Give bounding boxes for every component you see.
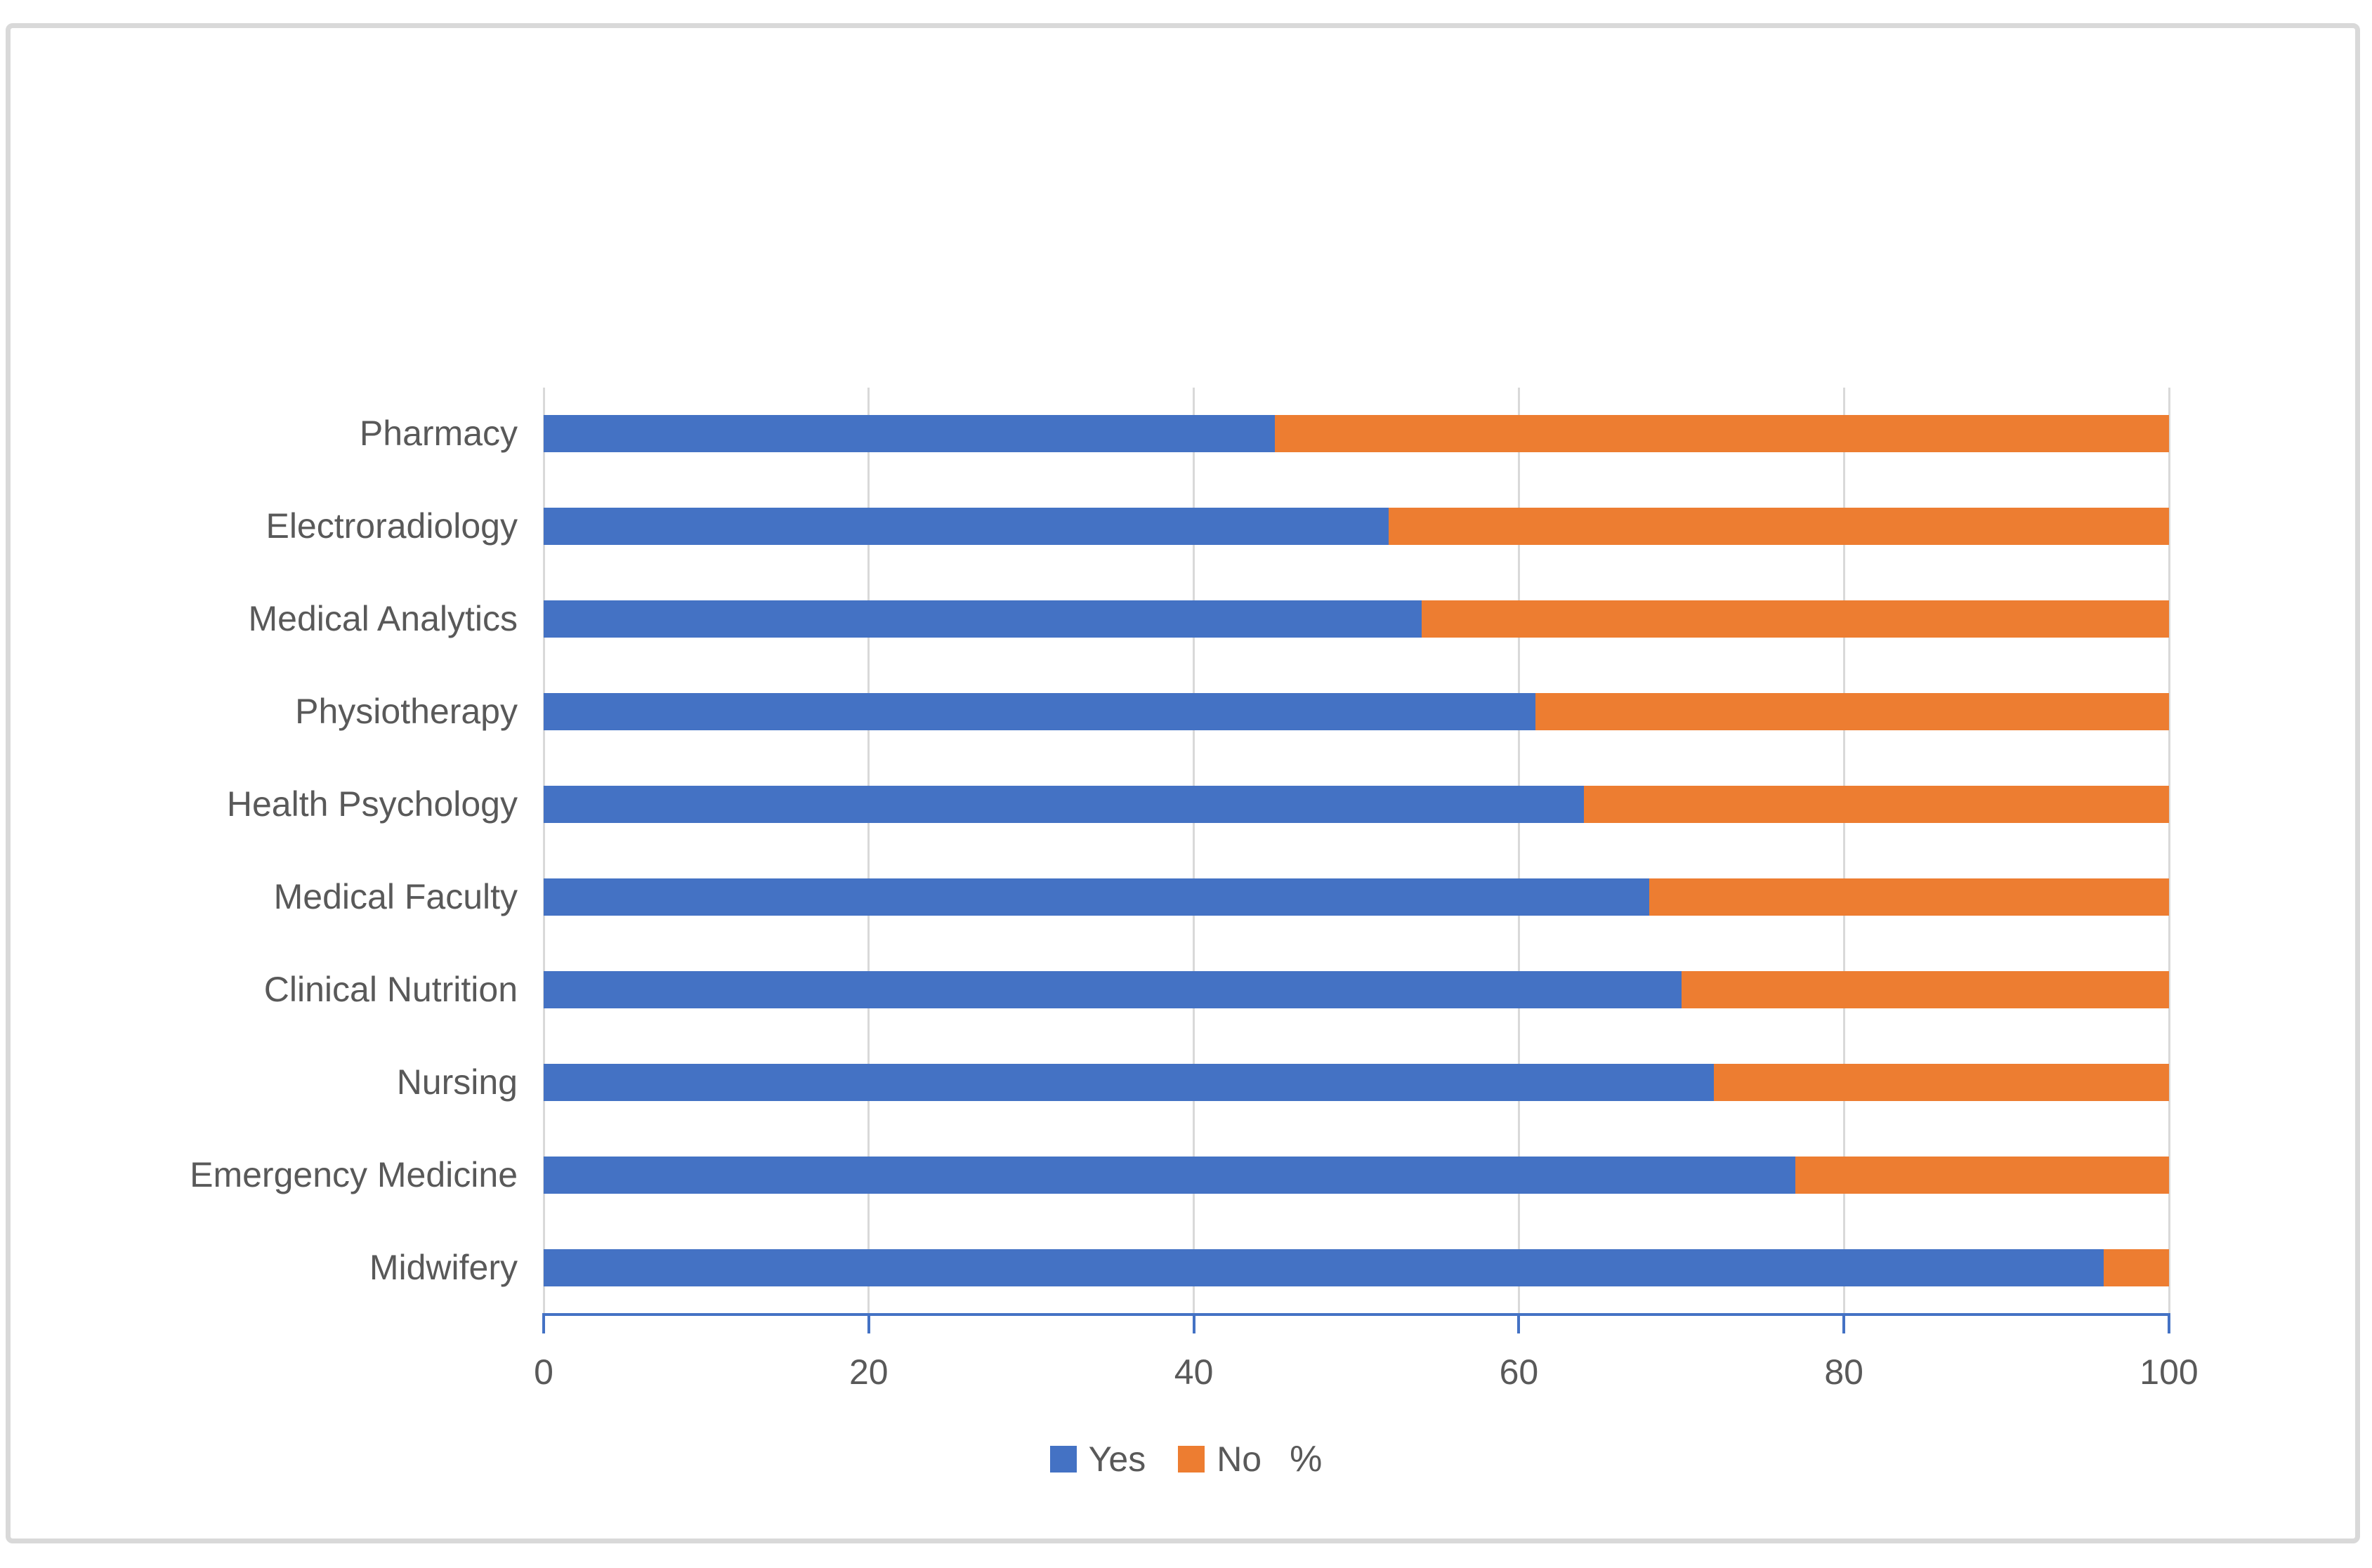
legend-item-yes: Yes xyxy=(1049,1439,1146,1480)
legend-swatch-yes xyxy=(1049,1446,1077,1473)
x-axis-tick-label-0: 0 xyxy=(534,1352,553,1392)
plot-area xyxy=(542,388,2170,1333)
x-axis-line xyxy=(542,1313,2170,1316)
category-label: Electroradiology xyxy=(266,506,518,546)
bar-segment-yes xyxy=(544,1157,1795,1194)
bar-segment-no xyxy=(1389,508,2169,545)
bar-row xyxy=(544,508,2169,545)
category-label: Medical Analytics xyxy=(248,599,518,638)
bar-row xyxy=(544,693,2169,730)
x-axis-tick-mark-80 xyxy=(1842,1316,1846,1333)
bar-row xyxy=(544,1249,2169,1286)
legend: Yes No% xyxy=(0,1438,2372,1480)
bar-segment-no xyxy=(2104,1249,2169,1286)
x-axis-tick-label-40: 40 xyxy=(1174,1352,1214,1392)
legend-item-no: No xyxy=(1178,1439,1262,1480)
bar-segment-no xyxy=(1275,415,2169,452)
x-axis-tick-label-80: 80 xyxy=(1824,1352,1863,1392)
x-axis-tick-label-60: 60 xyxy=(1499,1352,1539,1392)
bar-segment-no xyxy=(1681,971,2169,1008)
gridline-0 xyxy=(542,388,545,1315)
bar-segment-yes xyxy=(544,508,1389,545)
bar-segment-no xyxy=(1535,693,2169,730)
category-label: Physiotherapy xyxy=(295,692,518,731)
bar-row xyxy=(544,1064,2169,1101)
bar-row xyxy=(544,600,2169,638)
bar-segment-yes xyxy=(544,693,1535,730)
x-axis-tick-mark-60 xyxy=(1517,1316,1521,1333)
legend-swatch-no xyxy=(1178,1446,1205,1473)
bar-row xyxy=(544,971,2169,1008)
bar-row xyxy=(544,786,2169,823)
bar-row xyxy=(544,1157,2169,1194)
gridline-20 xyxy=(867,388,870,1315)
bar-segment-yes xyxy=(544,971,1682,1008)
x-axis-tick-mark-100 xyxy=(2168,1316,2170,1333)
bar-segment-yes xyxy=(544,878,1649,916)
x-axis-tick-mark-40 xyxy=(1192,1316,1195,1333)
category-label: Midwifery xyxy=(369,1248,518,1287)
gridline-80 xyxy=(1842,388,1845,1315)
bar-segment-no xyxy=(1421,600,2169,638)
x-axis-tick-mark-0 xyxy=(542,1316,545,1333)
category-label: Clinical Nutrition xyxy=(263,970,518,1009)
gridline-40 xyxy=(1193,388,1195,1315)
gridline-60 xyxy=(1517,388,1520,1315)
bar-segment-no xyxy=(1583,786,2169,823)
legend-unit-suffix: % xyxy=(1290,1439,1323,1480)
bar-segment-no xyxy=(1714,1064,2169,1101)
category-label: Health Psychology xyxy=(226,784,518,824)
bar-segment-yes xyxy=(544,600,1422,638)
bar-segment-yes xyxy=(544,1064,1715,1101)
bar-row xyxy=(544,415,2169,452)
category-label: Emergency Medicine xyxy=(190,1155,518,1194)
x-axis-tick-mark-20 xyxy=(867,1316,870,1333)
bar-segment-no xyxy=(1649,878,2169,916)
bar-segment-yes xyxy=(544,786,1584,823)
chart-border-box xyxy=(6,23,2360,1543)
category-label: Pharmacy xyxy=(359,414,518,453)
category-label: Nursing xyxy=(396,1062,518,1102)
bar-segment-no xyxy=(1795,1157,2169,1194)
x-axis-tick-label-20: 20 xyxy=(848,1352,889,1392)
bar-segment-yes xyxy=(544,415,1276,452)
legend-label: No xyxy=(1217,1439,1262,1479)
x-axis-tick-label-100: 100 xyxy=(2140,1352,2199,1392)
legend-label: Yes xyxy=(1088,1439,1146,1479)
category-label: Medical Faculty xyxy=(273,877,518,916)
bar-segment-yes xyxy=(544,1249,2104,1286)
gridline-100 xyxy=(2168,388,2170,1315)
bar-row xyxy=(544,878,2169,916)
